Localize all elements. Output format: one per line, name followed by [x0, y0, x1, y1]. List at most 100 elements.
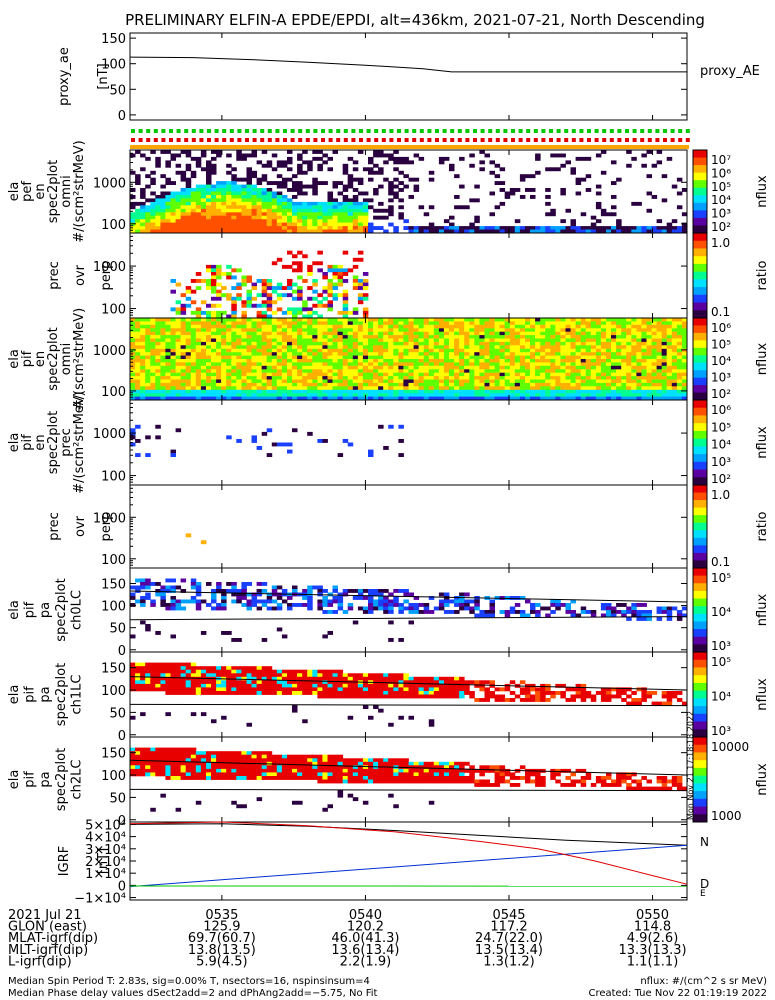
spectrogram-cell	[302, 184, 308, 189]
spectrogram-cell	[484, 338, 490, 343]
spectrogram-cell	[398, 345, 404, 350]
spectrogram-cell	[398, 321, 404, 326]
spectrogram-cell	[352, 355, 359, 360]
spectrogram-cell	[621, 376, 627, 380]
spectrogram-cell	[317, 694, 323, 699]
spectrogram-cell	[332, 184, 338, 189]
spectrogram-cell	[347, 359, 354, 363]
spectrogram-cell	[418, 382, 425, 387]
spectrogram-cell	[332, 589, 338, 593]
spectrogram-cell	[165, 396, 171, 401]
spectrogram-cell	[211, 338, 217, 343]
spectrogram-cell	[550, 365, 556, 370]
spectrogram-cell	[666, 318, 673, 322]
spectrogram-cell	[271, 331, 278, 336]
spectrogram-cell	[509, 596, 516, 600]
spectrogram-cell	[200, 335, 207, 339]
spectrogram-cell	[388, 324, 394, 329]
spectrogram-cell	[585, 382, 592, 387]
spectrogram-cell	[292, 331, 298, 336]
spectrogram-cell	[509, 376, 516, 380]
spectrogram-cell	[256, 318, 263, 322]
spectrogram-cell	[231, 362, 237, 367]
spectrogram-cell	[606, 335, 612, 339]
spectrogram-cell	[368, 321, 374, 326]
spectrogram-cell	[261, 201, 268, 206]
spectrogram-cell	[307, 365, 313, 370]
spectrogram-cell	[302, 673, 308, 678]
spectrogram-cell	[165, 222, 171, 227]
spectrogram-cell	[135, 676, 141, 681]
spectrogram-cell	[378, 150, 384, 154]
spectrogram-cell	[221, 680, 227, 685]
spectrogram-cell	[646, 372, 652, 377]
spectrogram-cell	[656, 338, 663, 343]
spectrogram-cell	[428, 379, 435, 384]
spectrogram-cell	[327, 222, 333, 227]
spectrogram-cell	[195, 389, 202, 394]
spectrogram-cell	[671, 345, 678, 350]
spectrogram-cell	[565, 386, 571, 391]
spectrogram-cell	[226, 184, 232, 189]
spectrogram-cell	[454, 321, 460, 326]
spectrogram-cell	[489, 341, 495, 346]
spectrogram-cell	[383, 379, 389, 384]
strip-red-dot	[579, 138, 584, 142]
spectrogram-cell	[226, 331, 232, 336]
spectrogram-cell	[479, 359, 485, 363]
spectrogram-cell	[170, 382, 176, 387]
spectrogram-cell	[251, 603, 257, 607]
spectrogram-cell	[535, 393, 541, 397]
spectrogram-cell	[271, 585, 278, 590]
spectrogram-cell	[165, 318, 171, 322]
spectrogram-cell	[418, 603, 425, 607]
spectrogram-cell	[676, 318, 683, 322]
spectrogram-cell	[433, 341, 440, 346]
spectrogram-cell	[307, 341, 313, 346]
spectrogram-cell	[276, 348, 283, 353]
spectrogram-cell	[226, 666, 232, 671]
spectrogram-cell	[681, 379, 688, 384]
spectrogram-cell	[621, 335, 627, 339]
spectrogram-cell	[332, 355, 338, 360]
spectrogram-cell	[438, 376, 445, 380]
spectrogram-cell	[185, 226, 192, 230]
spectrogram-cell	[307, 338, 313, 343]
spectrogram-cell	[276, 324, 283, 329]
spectrogram-cell	[317, 318, 323, 322]
spectrogram-cell	[180, 215, 187, 220]
spectrogram-cell	[373, 606, 379, 611]
spectrogram-cell	[347, 389, 354, 394]
spectrogram-cell	[211, 393, 217, 397]
spectrogram-cell	[580, 345, 587, 350]
spectrogram-cell	[180, 376, 187, 380]
spectrogram-cell	[651, 335, 658, 339]
spectrogram-cell	[312, 282, 318, 287]
spectrogram-cell	[626, 359, 632, 363]
spectrogram-cell	[347, 369, 354, 374]
spectrogram-cell	[246, 393, 252, 397]
spectrogram-cell	[575, 396, 582, 401]
spectrogram-cell	[525, 599, 531, 604]
spectrogram-cell	[312, 156, 318, 161]
spectrogram-cell	[231, 348, 237, 353]
spectrogram-cell	[226, 687, 232, 692]
spectrogram-cell	[195, 205, 202, 210]
spectrogram-cell	[600, 382, 607, 387]
spectrogram-cell	[337, 352, 344, 356]
spectrogram-cell	[626, 324, 632, 329]
spectrogram-cell	[261, 355, 268, 360]
spectrogram-cell	[140, 215, 146, 220]
spectrogram-cell	[550, 328, 556, 333]
spectrogram-cell	[221, 205, 227, 210]
spectrogram-cell	[681, 212, 688, 217]
spectrogram-cell	[631, 156, 637, 161]
spectrogram-cell	[327, 348, 333, 353]
spectrogram-cell	[342, 296, 349, 301]
spectrogram-cell	[666, 389, 673, 394]
spectrogram-cell	[560, 321, 566, 326]
spectrogram-cell	[276, 606, 283, 611]
spectrogram-cell	[200, 389, 207, 394]
strip-red-dot	[511, 138, 515, 142]
spectrogram-cell	[570, 324, 576, 329]
